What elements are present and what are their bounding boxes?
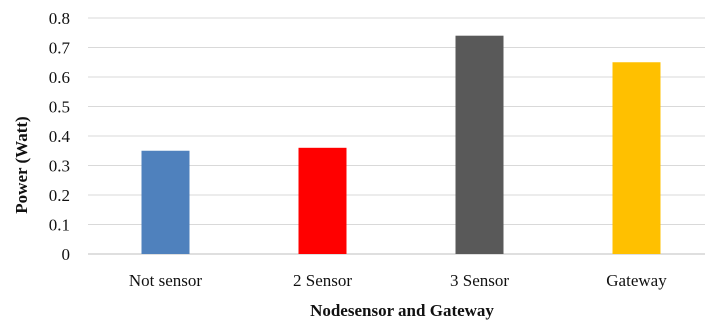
x-axis-title: Nodesensor and Gateway: [310, 301, 494, 320]
y-axis-title: Power (Watt): [12, 116, 31, 213]
bar: [141, 150, 190, 254]
bar: [455, 35, 504, 255]
x-tick-label: 2 Sensor: [293, 271, 352, 290]
x-tick-label: Not sensor: [129, 271, 203, 290]
x-tick-label: Gateway: [606, 271, 667, 290]
x-tick-label: 3 Sensor: [450, 271, 509, 290]
bar: [298, 147, 347, 254]
y-tick-label: 0.2: [49, 186, 70, 205]
x-axis-ticks: Not sensor 2 Sensor 3 Sensor Gateway: [129, 271, 667, 290]
bars: [141, 35, 661, 255]
y-tick-label: 0.5: [49, 98, 70, 117]
y-tick-label: 0.6: [49, 68, 70, 87]
bar: [612, 62, 661, 254]
y-tick-label: 0.8: [49, 9, 70, 28]
y-tick-label: 0.4: [49, 127, 71, 146]
y-tick-label: 0.3: [49, 157, 70, 176]
y-tick-label: 0.7: [49, 39, 71, 58]
gridlines: [88, 17, 705, 255]
y-tick-label: 0: [62, 245, 71, 264]
y-tick-label: 0.1: [49, 216, 70, 235]
y-axis-ticks: 0 0.1 0.2 0.3 0.4 0.5 0.6 0.7 0.8: [49, 9, 71, 264]
